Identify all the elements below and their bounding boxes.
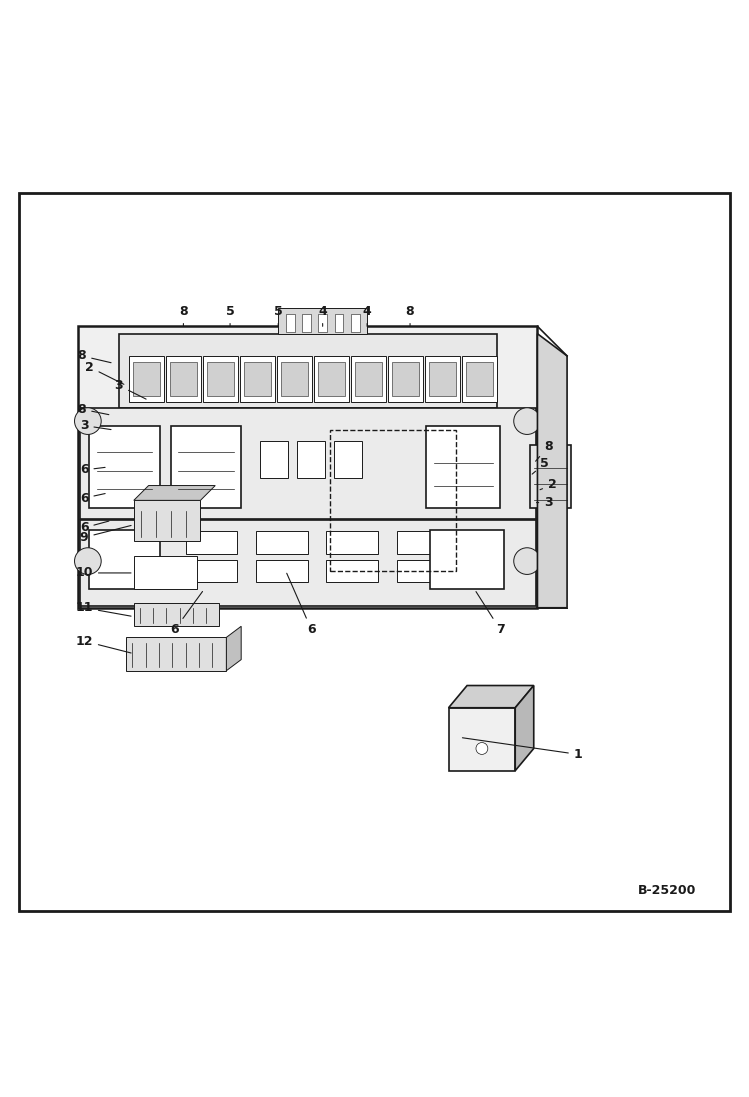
Bar xyxy=(244,362,271,396)
Text: B-25200: B-25200 xyxy=(638,883,697,896)
Bar xyxy=(134,500,201,541)
Circle shape xyxy=(476,743,488,755)
Circle shape xyxy=(75,408,101,434)
Text: 3: 3 xyxy=(536,496,553,509)
Bar xyxy=(79,408,536,519)
Bar xyxy=(330,430,456,570)
Bar xyxy=(318,362,345,396)
Bar xyxy=(327,531,378,554)
Bar xyxy=(207,362,234,396)
Bar xyxy=(256,531,308,554)
Bar xyxy=(127,637,226,670)
Bar xyxy=(78,326,538,608)
Circle shape xyxy=(514,408,541,434)
Text: 6: 6 xyxy=(170,591,202,636)
Bar xyxy=(186,531,237,554)
Text: 6: 6 xyxy=(80,464,105,476)
Bar xyxy=(397,559,449,581)
Circle shape xyxy=(75,547,101,575)
Bar xyxy=(129,355,164,402)
Bar xyxy=(240,355,275,402)
Bar xyxy=(119,333,497,408)
Bar xyxy=(134,602,219,626)
Bar xyxy=(462,355,497,402)
Text: 8: 8 xyxy=(179,305,188,326)
Text: 6: 6 xyxy=(80,491,105,505)
Text: 10: 10 xyxy=(76,566,131,579)
Bar xyxy=(89,427,160,508)
Bar xyxy=(327,559,378,581)
Bar xyxy=(171,427,241,508)
Bar xyxy=(79,520,536,607)
Text: 5: 5 xyxy=(225,305,234,326)
Bar xyxy=(314,355,349,402)
Text: 8: 8 xyxy=(78,403,109,416)
Bar xyxy=(297,441,325,478)
Bar xyxy=(355,362,382,396)
Bar xyxy=(302,314,311,332)
Bar xyxy=(89,530,160,589)
Polygon shape xyxy=(449,686,534,708)
Text: 5: 5 xyxy=(532,456,549,474)
Bar xyxy=(203,355,238,402)
Text: 3: 3 xyxy=(80,419,111,432)
Text: 8: 8 xyxy=(406,305,414,326)
Text: 2: 2 xyxy=(540,478,557,491)
Bar xyxy=(430,530,504,589)
Text: 5: 5 xyxy=(274,305,282,326)
Bar xyxy=(426,427,500,508)
Bar xyxy=(278,308,367,333)
Text: 9: 9 xyxy=(80,525,131,544)
Bar xyxy=(388,355,423,402)
Bar xyxy=(397,531,449,554)
Bar xyxy=(285,314,294,332)
Text: 7: 7 xyxy=(476,591,505,636)
Text: 8: 8 xyxy=(78,350,111,363)
Bar xyxy=(429,362,456,396)
Bar xyxy=(449,708,515,771)
Bar xyxy=(281,362,308,396)
Polygon shape xyxy=(538,333,567,608)
Text: 4: 4 xyxy=(363,305,372,326)
Polygon shape xyxy=(515,686,534,771)
Circle shape xyxy=(514,547,541,575)
Bar xyxy=(133,362,160,396)
Bar xyxy=(335,314,343,332)
Bar xyxy=(318,314,327,332)
Text: 6: 6 xyxy=(80,521,109,534)
Bar xyxy=(467,362,493,396)
Bar xyxy=(351,314,360,332)
Text: 4: 4 xyxy=(318,305,327,326)
Bar xyxy=(166,355,201,402)
Text: 12: 12 xyxy=(76,634,131,653)
Text: 2: 2 xyxy=(85,361,124,384)
Text: 8: 8 xyxy=(536,440,553,461)
Bar xyxy=(425,355,461,402)
Text: 6: 6 xyxy=(287,574,316,636)
Polygon shape xyxy=(226,626,241,670)
Bar xyxy=(170,362,197,396)
Text: 11: 11 xyxy=(76,601,131,617)
Bar xyxy=(186,559,237,581)
Bar xyxy=(392,362,419,396)
Bar xyxy=(351,355,386,402)
Bar xyxy=(134,556,197,589)
Bar xyxy=(256,559,308,581)
Polygon shape xyxy=(134,486,215,500)
Bar xyxy=(276,355,312,402)
Text: 3: 3 xyxy=(115,380,146,399)
Bar xyxy=(530,444,571,508)
Bar xyxy=(260,441,288,478)
Text: 1: 1 xyxy=(462,738,583,761)
Bar xyxy=(334,441,362,478)
